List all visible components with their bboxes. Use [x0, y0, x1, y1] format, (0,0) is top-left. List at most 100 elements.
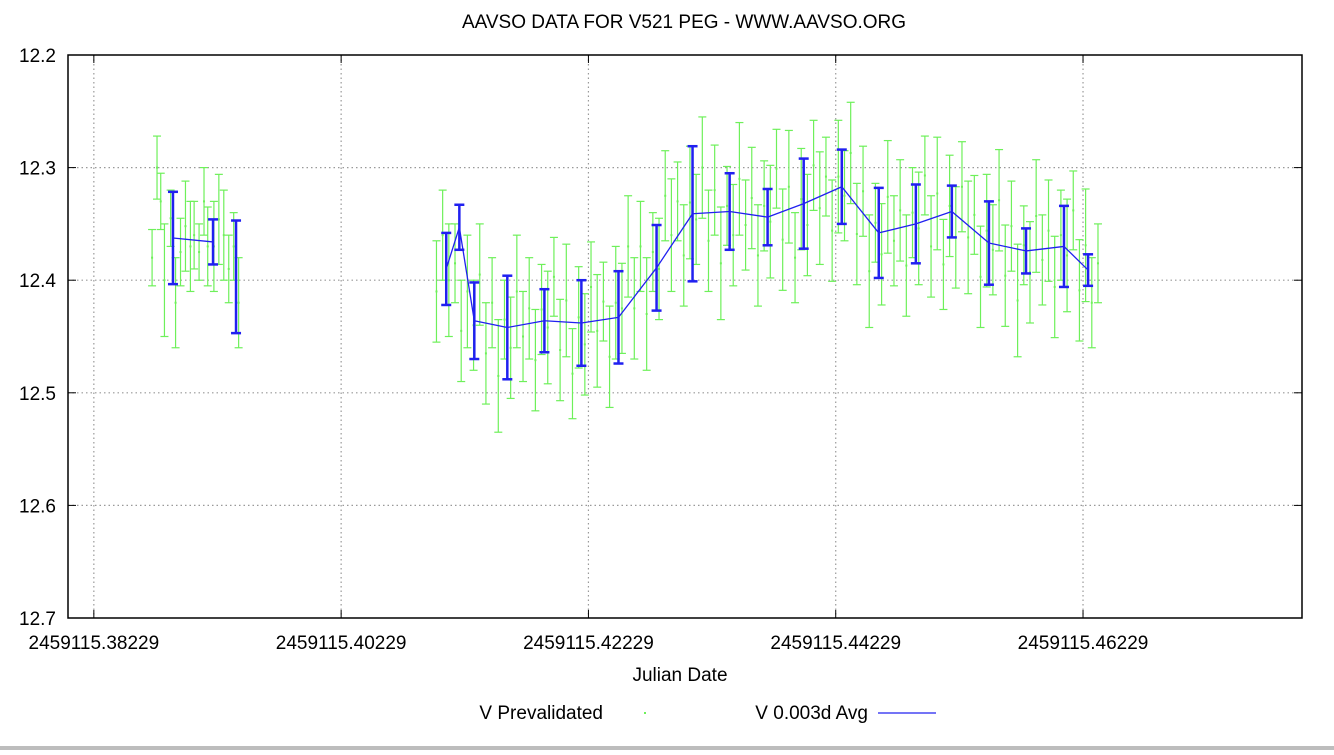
prevalidated-point: [988, 204, 997, 296]
prevalidated-point: [1044, 179, 1053, 282]
prevalidated-point: [190, 200, 199, 270]
y-tick-label: 12.4: [19, 271, 56, 292]
data-point: [800, 198, 803, 201]
prevalidated-point: [914, 171, 923, 286]
average-point: [651, 223, 662, 312]
data-point: [602, 300, 605, 303]
average-point: [724, 171, 735, 252]
data-point: [899, 209, 902, 212]
chart-title: AAVSO DATA FOR V521 PEG - WWW.AAVSO.ORG: [462, 12, 906, 33]
prevalidated-point: [673, 161, 682, 242]
data-point: [837, 175, 840, 178]
data-point: [571, 372, 574, 375]
data-point: [169, 217, 172, 220]
data-point: [565, 299, 568, 302]
data-point: [756, 254, 759, 257]
data-point: [1016, 299, 1019, 302]
data-point: [577, 316, 580, 319]
prevalidated-point: [927, 195, 936, 298]
data-point: [203, 200, 206, 203]
average-line-segment: [474, 320, 508, 329]
data-point: [701, 166, 704, 169]
data-point: [732, 234, 735, 237]
prevalidated-point: [704, 189, 713, 293]
data-point: [198, 251, 201, 254]
data-point: [515, 290, 518, 293]
average-point: [762, 187, 773, 247]
data-point: [454, 262, 457, 265]
prevalidated-point: [852, 182, 861, 286]
prevalidated-point: [1007, 180, 1016, 272]
gridlines: [68, 55, 1302, 618]
data-point: [676, 200, 679, 203]
data-point: [645, 312, 648, 315]
prevalidated-point: [203, 206, 212, 287]
prevalidated-point: [599, 261, 608, 342]
prevalidated-point: [605, 305, 614, 409]
prevalidated-point: [778, 188, 787, 291]
prevalidated-point: [593, 273, 602, 388]
prevalidated-point: [834, 119, 843, 234]
prevalidated-point: [562, 243, 571, 358]
prevalidated-point: [679, 204, 688, 307]
data-point: [794, 256, 797, 259]
data-point: [497, 374, 500, 377]
prevalidated-point: [1075, 239, 1084, 342]
data-point: [237, 301, 240, 304]
prevalidated-point: [195, 223, 204, 281]
data-point: [447, 279, 450, 282]
data-point: [1072, 209, 1075, 212]
prevalidated-point: [982, 173, 991, 288]
average-line-segment: [172, 237, 214, 243]
x-tick-label: 2459115.42229: [523, 633, 654, 654]
average-point: [208, 218, 219, 266]
average-point: [539, 287, 550, 354]
average-point: [231, 219, 242, 335]
data-point: [855, 233, 858, 236]
data-point: [1096, 262, 1099, 265]
data-point: [435, 290, 438, 293]
y-tick-label: 12.3: [19, 159, 56, 180]
average-line-segment: [458, 227, 475, 321]
data-point: [206, 245, 209, 248]
prevalidated-point: [587, 241, 596, 333]
prevalidated-point: [463, 234, 472, 349]
average-point: [946, 184, 957, 239]
data-point: [862, 190, 865, 193]
data-point: [658, 267, 661, 270]
average-line-segment: [581, 316, 619, 324]
prevalidated-point: [1038, 214, 1047, 306]
prevalidated-point: [506, 296, 515, 400]
data-point: [707, 239, 710, 242]
data-point: [787, 185, 790, 188]
prevalidated-point: [1081, 188, 1090, 303]
data-point: [991, 248, 994, 251]
prevalidated-point: [828, 179, 837, 282]
average-line-segment: [445, 227, 460, 270]
prevalidated-point: [176, 217, 185, 287]
prevalidated-point: [859, 145, 868, 237]
data-point: [174, 301, 177, 304]
average-line-segment: [692, 210, 730, 215]
prevalidated-point: [784, 129, 793, 244]
data-point: [460, 329, 463, 332]
prevalidated-point: [519, 290, 528, 383]
data-point: [466, 290, 469, 293]
data-point: [892, 239, 895, 242]
data-point: [750, 197, 753, 200]
prevalidated-point: [957, 141, 966, 233]
average-line-segment: [507, 320, 545, 329]
legend: V Prevalidated V 0.003d Avg: [479, 703, 936, 724]
prevalidated-point: [636, 200, 645, 293]
prevalidated-point: [939, 218, 948, 311]
prevalidated-point: [964, 180, 973, 295]
data-point: [651, 251, 654, 254]
data-point: [151, 256, 154, 259]
prevalidated-point: [451, 223, 460, 304]
average-line-segment: [544, 320, 582, 324]
prevalidated-point: [846, 101, 855, 205]
data-point: [874, 221, 877, 224]
prevalidated-point: [1019, 205, 1028, 286]
data-point: [441, 234, 444, 237]
data-point: [1004, 274, 1007, 277]
